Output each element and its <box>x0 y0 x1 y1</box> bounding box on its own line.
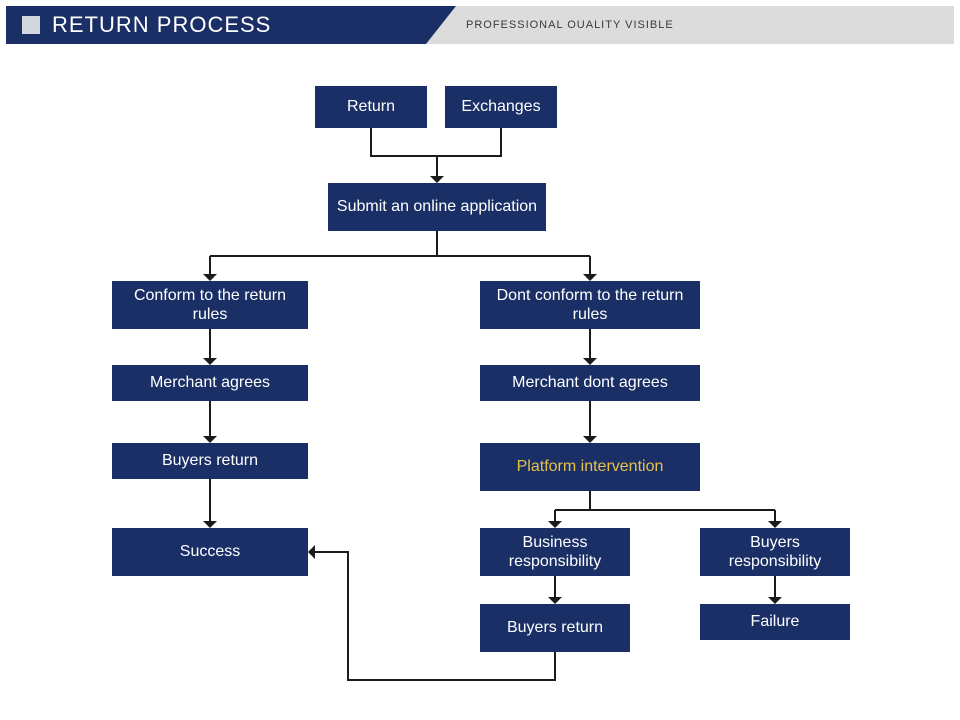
node-nonconform: Dont conform to the return rules <box>480 281 700 329</box>
node-biz_resp: Business responsibility <box>480 528 630 576</box>
node-success: Success <box>112 528 308 576</box>
node-buyers_return_l: Buyers return <box>112 443 308 479</box>
node-merchant_dis: Merchant dont agrees <box>480 365 700 401</box>
node-conform: Conform to the return rules <box>112 281 308 329</box>
node-platform: Platform intervention <box>480 443 700 491</box>
node-buy_resp: Buyers responsibility <box>700 528 850 576</box>
node-exchanges: Exchanges <box>445 86 557 128</box>
node-buyers_return_r: Buyers return <box>480 604 630 652</box>
node-return: Return <box>315 86 427 128</box>
node-merchant_agree: Merchant agrees <box>112 365 308 401</box>
node-submit: Submit an online application <box>328 183 546 231</box>
flowchart-canvas: Return Exchanges Submit an online applicat… <box>0 0 960 720</box>
node-failure: Failure <box>700 604 850 640</box>
